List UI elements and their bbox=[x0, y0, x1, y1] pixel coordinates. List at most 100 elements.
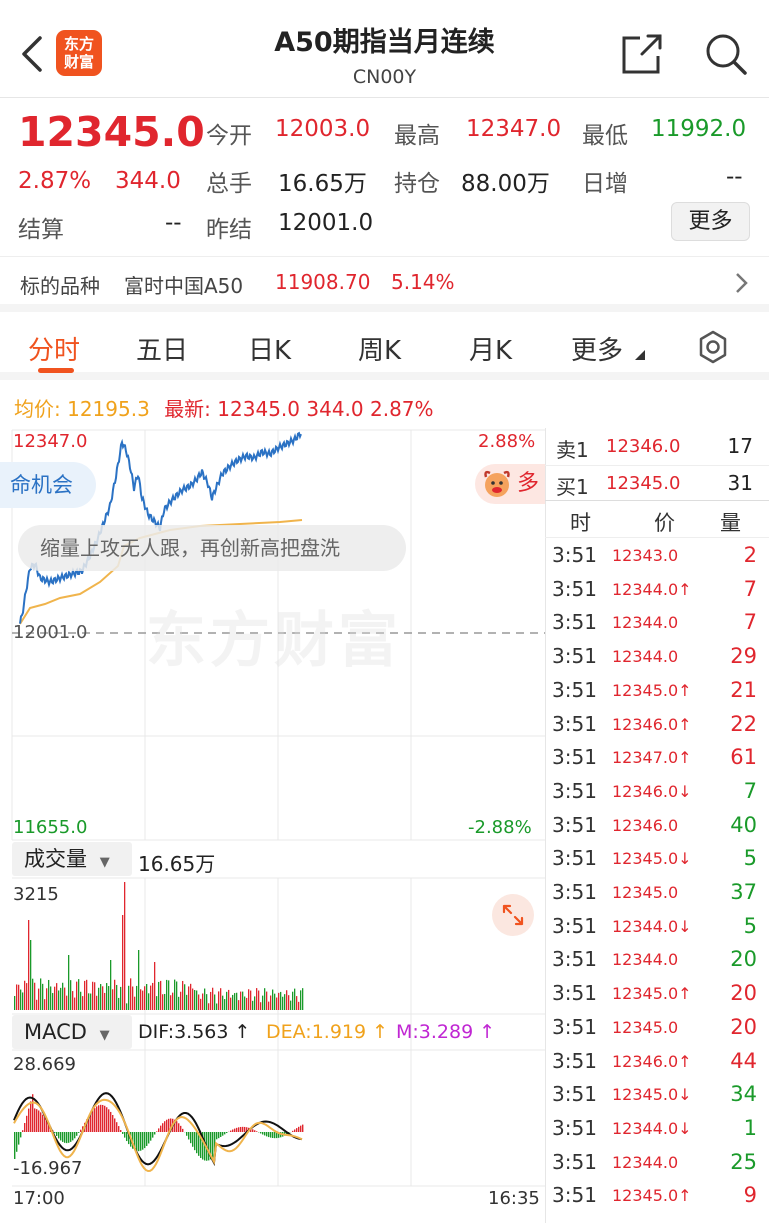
trade-time: 3:51 bbox=[552, 577, 597, 601]
macd-bar bbox=[88, 1116, 90, 1132]
volume-selector-label: 成交量 bbox=[24, 847, 87, 871]
tab-daily-k[interactable]: 日K bbox=[248, 336, 292, 366]
orderbook-divider bbox=[545, 500, 769, 501]
trade-price: 12346.0↑ bbox=[612, 715, 692, 734]
macd-bar bbox=[42, 1114, 44, 1132]
avg-price-value: 12195.3 bbox=[67, 397, 150, 421]
back-arrow-icon[interactable] bbox=[18, 34, 46, 74]
trade-volume: 9 bbox=[743, 1183, 757, 1207]
macd-bar bbox=[266, 1132, 268, 1137]
macd-bar bbox=[44, 1117, 46, 1132]
volume-bar bbox=[274, 993, 276, 1010]
volume-bar bbox=[298, 1001, 300, 1010]
volume-bar bbox=[256, 988, 258, 1010]
volume-bar bbox=[150, 985, 152, 1010]
volume-bar bbox=[92, 981, 94, 1010]
macd-bar bbox=[106, 1107, 108, 1132]
macd-bar bbox=[294, 1129, 296, 1132]
volume-indicator-selector[interactable]: 成交量 ▼ bbox=[12, 842, 132, 876]
macd-bar bbox=[254, 1130, 256, 1132]
volume-bar bbox=[84, 980, 86, 1010]
tab-weekly-k[interactable]: 周K bbox=[358, 336, 402, 366]
volume-bar bbox=[104, 992, 106, 1010]
tab-intraday[interactable]: 分时 bbox=[28, 336, 81, 366]
volume-bar bbox=[254, 996, 256, 1010]
volume-bar bbox=[210, 991, 212, 1010]
macd-bar bbox=[138, 1132, 140, 1152]
volume-bar bbox=[174, 979, 176, 1010]
macd-bar bbox=[16, 1132, 18, 1152]
volume-bar bbox=[118, 997, 120, 1010]
share-icon[interactable] bbox=[620, 32, 664, 76]
underlying-row[interactable] bbox=[0, 256, 769, 312]
volume-bar bbox=[112, 989, 114, 1010]
macd-bar bbox=[276, 1132, 278, 1139]
macd-bar bbox=[90, 1113, 92, 1132]
high-label: 最高 bbox=[394, 123, 440, 149]
volume-bar bbox=[60, 987, 62, 1010]
underlying-percent: 5.14% bbox=[391, 270, 455, 294]
macd-bar bbox=[240, 1126, 242, 1132]
macd-bar bbox=[34, 1108, 36, 1132]
volume-bar bbox=[108, 986, 110, 1010]
avg-price-label: 均价: bbox=[14, 397, 61, 421]
volume-bar bbox=[14, 996, 16, 1010]
volume-bar bbox=[16, 984, 18, 1010]
trade-price: 12346.0↓ bbox=[612, 782, 692, 801]
volume-bar bbox=[70, 980, 72, 1010]
volume-bar bbox=[292, 991, 294, 1010]
trade-volume: 37 bbox=[730, 880, 757, 904]
macd-bar bbox=[174, 1119, 176, 1132]
volume-bar bbox=[144, 986, 146, 1010]
trade-volume: 20 bbox=[730, 947, 757, 971]
macd-bar bbox=[156, 1131, 158, 1132]
macd-bar bbox=[236, 1127, 238, 1132]
trade-time: 3:51 bbox=[552, 610, 597, 634]
macd-bar bbox=[100, 1104, 102, 1132]
macd-bar bbox=[144, 1132, 146, 1149]
trade-price: 12344.0↑ bbox=[612, 580, 692, 599]
macd-bar bbox=[220, 1132, 222, 1137]
macd-bar bbox=[298, 1126, 300, 1132]
volume-bar bbox=[192, 988, 194, 1010]
settings-gear-icon[interactable] bbox=[694, 328, 732, 366]
settle-label: 结算 bbox=[18, 217, 64, 243]
macd-bar bbox=[74, 1132, 76, 1139]
comment-bubble[interactable]: 缩量上攻无人跟，再创新高把盘洗 bbox=[18, 525, 406, 571]
chevron-right-icon[interactable] bbox=[732, 270, 750, 296]
macd-bar bbox=[218, 1132, 220, 1139]
macd-indicator-selector[interactable]: MACD ▼ bbox=[12, 1015, 132, 1049]
y-axis-max: 12347.0 bbox=[13, 431, 88, 452]
volume-bar bbox=[302, 988, 304, 1010]
search-icon[interactable] bbox=[704, 32, 748, 76]
volume-bar bbox=[238, 1000, 240, 1010]
tab-more[interactable]: 更多 bbox=[571, 336, 624, 366]
macd-bar bbox=[154, 1132, 156, 1135]
volume-bar bbox=[36, 999, 38, 1010]
trade-time: 3:51 bbox=[552, 1049, 597, 1073]
volume-bar bbox=[86, 979, 88, 1010]
tab-five-day[interactable]: 五日 bbox=[136, 336, 189, 366]
trade-time: 3:51 bbox=[552, 981, 597, 1005]
y-axis-min: 11655.0 bbox=[13, 817, 88, 838]
price-grid bbox=[11, 429, 545, 1187]
volume-bar bbox=[138, 950, 140, 1010]
macd-axis-max: 28.669 bbox=[13, 1054, 76, 1075]
more-quote-button[interactable]: 更多 bbox=[671, 202, 750, 241]
trade-price: 12345.0↓ bbox=[612, 1085, 692, 1104]
macd-bar bbox=[296, 1128, 298, 1132]
volume-bar bbox=[82, 996, 84, 1010]
tab-monthly-k[interactable]: 月K bbox=[469, 336, 513, 366]
trade-time: 3:51 bbox=[552, 914, 597, 938]
expand-chart-button[interactable] bbox=[492, 894, 534, 936]
news-bubble[interactable]: 命机会 bbox=[0, 462, 96, 508]
volume-bar bbox=[190, 983, 192, 1010]
trade-time: 3:51 bbox=[552, 1116, 597, 1140]
bull-mascot-icon bbox=[484, 470, 510, 497]
open-label: 今开 bbox=[206, 123, 252, 149]
macd-bar bbox=[120, 1130, 122, 1132]
bid1-price: 12345.0 bbox=[606, 473, 681, 494]
macd-bar bbox=[202, 1132, 204, 1160]
macd-bar bbox=[114, 1118, 116, 1132]
macd-bar bbox=[142, 1132, 144, 1150]
